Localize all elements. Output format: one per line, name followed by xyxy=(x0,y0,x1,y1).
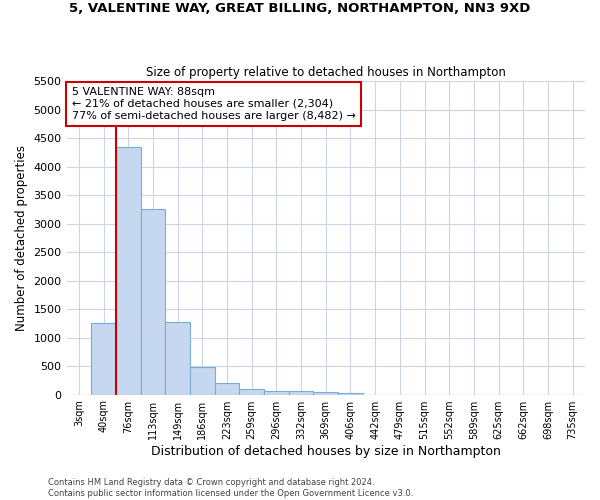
X-axis label: Distribution of detached houses by size in Northampton: Distribution of detached houses by size … xyxy=(151,444,501,458)
Bar xyxy=(140,210,165,394)
Bar xyxy=(190,367,215,394)
Bar xyxy=(338,393,363,394)
Title: Size of property relative to detached houses in Northampton: Size of property relative to detached ho… xyxy=(146,66,506,78)
Bar xyxy=(264,390,289,394)
Text: 5 VALENTINE WAY: 88sqm
← 21% of detached houses are smaller (2,304)
77% of semi-: 5 VALENTINE WAY: 88sqm ← 21% of detached… xyxy=(72,88,356,120)
Text: Contains HM Land Registry data © Crown copyright and database right 2024.
Contai: Contains HM Land Registry data © Crown c… xyxy=(48,478,413,498)
Y-axis label: Number of detached properties: Number of detached properties xyxy=(15,145,28,331)
Text: 5, VALENTINE WAY, GREAT BILLING, NORTHAMPTON, NN3 9XD: 5, VALENTINE WAY, GREAT BILLING, NORTHAM… xyxy=(70,2,530,16)
Bar xyxy=(116,146,140,394)
Bar xyxy=(165,322,190,394)
Bar xyxy=(239,389,264,394)
Bar xyxy=(91,324,116,394)
Bar xyxy=(215,383,239,394)
Bar xyxy=(313,392,338,394)
Bar xyxy=(289,392,313,394)
